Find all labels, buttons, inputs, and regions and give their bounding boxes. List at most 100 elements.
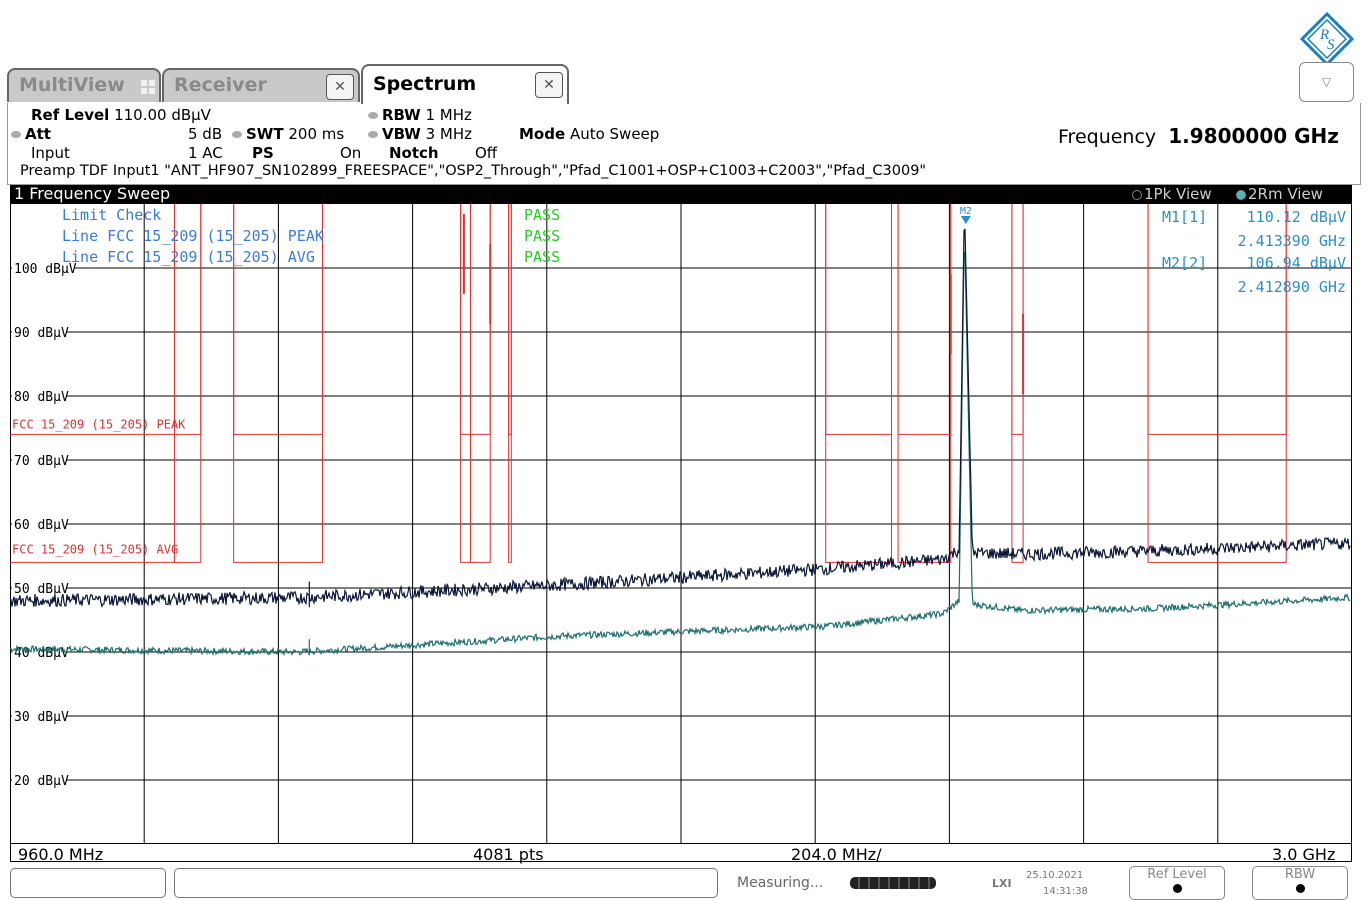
settings-panel: [7, 103, 1361, 185]
vbw-value: 3 MHz: [425, 125, 472, 143]
input-label: Input: [31, 144, 70, 162]
status-time: 14:31:38: [1043, 886, 1088, 897]
limit-avg-band: [1147, 204, 1287, 563]
frequency-setting[interactable]: Frequency 1.9800000 GHz: [1058, 124, 1339, 148]
ref-level-softkey[interactable]: Ref Level: [1129, 866, 1225, 900]
plot-frame: [10, 204, 1352, 862]
y-axis-label: 90 dBµV: [14, 326, 69, 341]
status-field-2[interactable]: [174, 868, 718, 898]
trace2-dot-icon: [1236, 189, 1246, 200]
y-label-bg: [12, 323, 67, 338]
att-setting[interactable]: Att: [11, 125, 51, 143]
progress-bar: [850, 877, 936, 889]
rbw-softkey-label: RBW: [1284, 867, 1316, 882]
rbw-label: RBW: [382, 106, 421, 124]
y-label-bg: [12, 259, 75, 274]
multiview-grid-icon: [141, 80, 155, 94]
softkey-dot-icon: [1295, 884, 1305, 893]
limit-peak-band: [825, 204, 893, 435]
limit-avg-band: [897, 204, 952, 563]
trace1-view[interactable]: 1Pk View: [1132, 185, 1212, 203]
notch-value: Off: [475, 144, 498, 162]
ps-value: On: [340, 144, 362, 162]
start-frequency[interactable]: 960.0 MHz: [18, 845, 104, 864]
mode-setting[interactable]: Mode Auto Sweep: [519, 125, 659, 143]
swt-value: 200 ms: [288, 125, 345, 143]
frequency-label: Frequency: [1058, 126, 1157, 148]
lxi-icon: LXI: [992, 877, 1012, 890]
tab-multiview[interactable]: MultiView: [7, 68, 161, 102]
limit-peak-band: [1011, 204, 1024, 435]
trace2-view[interactable]: 2Rm View: [1236, 185, 1323, 203]
span-per-div[interactable]: 204.0 MHz/: [791, 845, 882, 864]
marker-label: M2[2]: [1162, 254, 1207, 272]
mode-label: Mode: [519, 125, 566, 143]
frequency-value: 1.9800000 GHz: [1168, 124, 1339, 148]
y-axis-label: 100 dBµV: [14, 262, 77, 277]
status-field-1[interactable]: [10, 868, 166, 898]
limit-check-title: Limit Check: [62, 206, 161, 224]
limit-avg-band: [825, 204, 893, 563]
tab-spectrum-label: Spectrum: [373, 73, 477, 95]
y-axis-label: 30 dBµV: [14, 710, 69, 725]
mode-value: Auto Sweep: [569, 125, 660, 143]
tab-multiview-label: MultiView: [19, 74, 125, 96]
ref-level-setting[interactable]: Ref Level 110.00 dBµV: [31, 106, 211, 124]
vbw-setting[interactable]: VBW 3 MHz: [368, 125, 472, 143]
y-label-bg: [12, 515, 67, 530]
marker-level: 110.12 dBµV: [1247, 208, 1346, 226]
rbw-dot-icon: [368, 112, 378, 119]
y-label-bg: [12, 771, 67, 786]
tab-receiver-label: Receiver: [174, 74, 267, 96]
y-label-bg: [12, 451, 67, 466]
status-date: 25.10.2021: [1026, 870, 1084, 881]
y-axis-label: 70 dBµV: [14, 454, 69, 469]
marker-label: M1[1]: [1162, 208, 1207, 226]
limit-peak-band: [469, 204, 491, 435]
limit-peak-band: [897, 204, 952, 435]
window-title: 1 Frequency Sweep: [14, 184, 171, 203]
limit-line-name: Line FCC 15_209 (15_205) PEAK: [62, 227, 324, 245]
input-value: 1 AC: [188, 144, 223, 162]
limit-peak-label: FCC 15_209 (15_205) PEAK: [12, 418, 186, 432]
trace1-dot-icon: [1132, 189, 1142, 200]
y-label-bg: [12, 387, 67, 402]
chevron-down-icon[interactable]: ▽: [1299, 62, 1354, 102]
y-axis-label: 20 dBµV: [14, 774, 69, 789]
tab-spectrum[interactable]: Spectrum ✕: [361, 64, 569, 104]
limit-check-result: PASS: [524, 206, 560, 224]
footer-divider: [10, 843, 1352, 844]
close-receiver-icon[interactable]: ✕: [326, 74, 354, 100]
swt-label: SWT: [246, 125, 284, 143]
svg-text:S: S: [1327, 37, 1335, 53]
y-axis-label: 60 dBµV: [14, 518, 69, 533]
peak-trace: [10, 228, 1351, 608]
limit-line-result: PASS: [524, 248, 560, 266]
close-spectrum-icon[interactable]: ✕: [535, 72, 563, 98]
rbw-setting[interactable]: RBW 1 MHz: [368, 106, 472, 124]
ref-level-label: Ref Level: [31, 106, 110, 124]
softkey-dot-icon: [1172, 884, 1182, 893]
tab-receiver[interactable]: Receiver ✕: [162, 68, 360, 102]
vbw-dot-icon: [368, 131, 378, 138]
y-label-bg: [12, 579, 67, 594]
sweep-points[interactable]: 4081 pts: [473, 845, 544, 864]
svg-text:R: R: [1319, 27, 1329, 43]
notch-label: Notch: [389, 144, 439, 162]
spectrum-plot[interactable]: 100 dBµV 90 dBµV 80 dBµV 70 dBµV 60 dBµV 50 d…: [10, 204, 1352, 844]
ref-level-softkey-label: Ref Level: [1147, 867, 1207, 882]
rbw-value: 1 MHz: [425, 106, 472, 124]
marker-level: 106.94 dBµV: [1247, 254, 1346, 272]
limit-line-name: Line FCC 15_209 (15_205) AVG: [62, 248, 315, 266]
stop-frequency[interactable]: 3.0 GHz: [1272, 845, 1336, 864]
limit-avg-band: [508, 204, 512, 563]
marker-freq: 2.413390 GHz: [1238, 232, 1346, 250]
ps-label: PS: [252, 144, 274, 162]
swt-dot-icon: [232, 131, 242, 138]
rbw-softkey[interactable]: RBW: [1252, 866, 1348, 900]
window-title-bar: 1 Frequency Sweep 1Pk View 2Rm View: [10, 184, 1352, 204]
y-axis-label: 50 dBµV: [14, 582, 69, 597]
y-label-bg: [12, 707, 67, 722]
swt-setting[interactable]: SWT 200 ms: [232, 125, 344, 143]
avg-trace: [10, 251, 1351, 657]
